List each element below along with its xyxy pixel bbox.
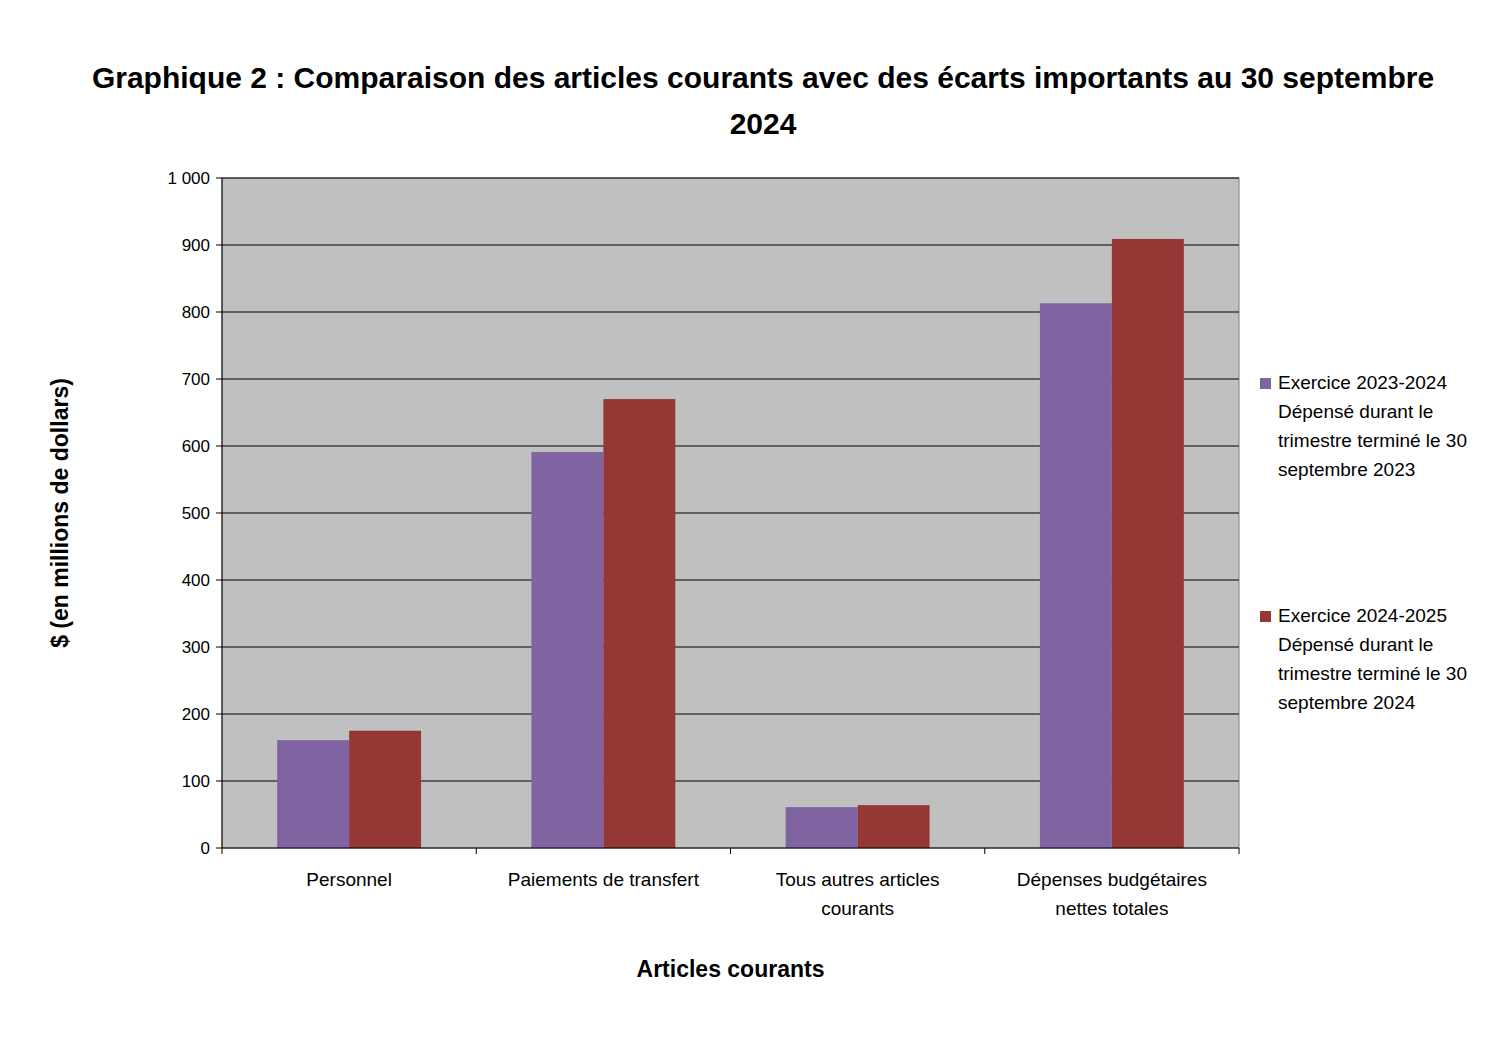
bar <box>531 452 603 848</box>
text-line: 2024 <box>730 107 797 140</box>
y-tick-label: 100 <box>182 772 210 791</box>
bar <box>603 399 675 848</box>
y-tick <box>216 245 222 246</box>
x-divider <box>984 848 985 854</box>
bar <box>1040 303 1112 848</box>
title: Graphique 2 : Comparaison des articles c… <box>92 61 1434 140</box>
y-tick-label: 800 <box>182 303 210 322</box>
text-line: Personnel <box>306 869 392 890</box>
text-line: trimestre terminé le 30 <box>1278 663 1467 684</box>
y-tick-label: 300 <box>182 638 210 657</box>
x-divider <box>476 848 477 854</box>
y-tick <box>216 781 222 782</box>
text-line: Graphique 2 : Comparaison des articles c… <box>92 61 1434 94</box>
text-line: Dépensé durant le <box>1278 634 1433 655</box>
text-line: Dépensé durant le <box>1278 401 1433 422</box>
y-axis <box>222 178 223 848</box>
y-tick-label: 0 <box>201 839 210 858</box>
y-tick-label: 500 <box>182 504 210 523</box>
legend-swatch <box>1260 611 1271 622</box>
bar <box>349 731 421 848</box>
grid-line <box>222 178 1239 179</box>
y-axis-label: $ (en millions de dollars) <box>47 378 73 648</box>
text-line: Tous autres articles <box>776 869 940 890</box>
y-tick <box>216 513 222 514</box>
y-tick <box>216 848 222 849</box>
text-line: Exercice 2023-2024 <box>1278 372 1447 393</box>
x-divider <box>1239 848 1240 854</box>
bar <box>786 807 858 848</box>
grid-line <box>222 245 1239 246</box>
y-tick <box>216 379 222 380</box>
legend-label: Exercice 2023-2024 Dépensé durant le trime… <box>1278 372 1467 480</box>
x-tick-label: Tous autres articles courants <box>776 869 940 919</box>
text-line: septembre 2023 <box>1278 459 1415 480</box>
x-tick-label: Paiements de transfert <box>508 869 700 890</box>
x-divider <box>730 848 731 854</box>
y-tick-label: 1 000 <box>167 169 210 188</box>
y-tick <box>216 312 222 313</box>
plot-area <box>222 178 1239 848</box>
x-tick-label: Dépenses budgétaires nettes totales <box>1017 869 1207 919</box>
y-tick-label: 400 <box>182 571 210 590</box>
bar <box>858 805 930 848</box>
text-line: Dépenses budgétaires <box>1017 869 1207 890</box>
x-axis-label: Articles courants <box>637 956 825 982</box>
text-line: Paiements de transfert <box>508 869 700 890</box>
y-tick-label: 600 <box>182 437 210 456</box>
y-tick <box>216 647 222 648</box>
x-tick-label: Personnel <box>306 869 392 890</box>
text-line: septembre 2024 <box>1278 692 1416 713</box>
x-divider <box>222 848 223 854</box>
y-tick <box>216 446 222 447</box>
bar <box>277 740 349 848</box>
y-tick-label: 900 <box>182 236 210 255</box>
legend-swatch <box>1260 378 1271 389</box>
bar <box>1112 239 1184 848</box>
y-tick <box>216 178 222 179</box>
bars <box>277 239 1184 848</box>
y-tick-label: 200 <box>182 705 210 724</box>
legend-label: Exercice 2024-2025 Dépensé durant le trime… <box>1278 605 1467 713</box>
text-line: trimestre terminé le 30 <box>1278 430 1467 451</box>
y-tick <box>216 580 222 581</box>
text-line: nettes totales <box>1055 898 1168 919</box>
text-line: courants <box>821 898 894 919</box>
y-tick-label: 700 <box>182 370 210 389</box>
text-line: Exercice 2024-2025 <box>1278 605 1447 626</box>
y-tick <box>216 714 222 715</box>
chart: Graphique 2 : Comparaison des articles c… <box>0 0 1494 1048</box>
